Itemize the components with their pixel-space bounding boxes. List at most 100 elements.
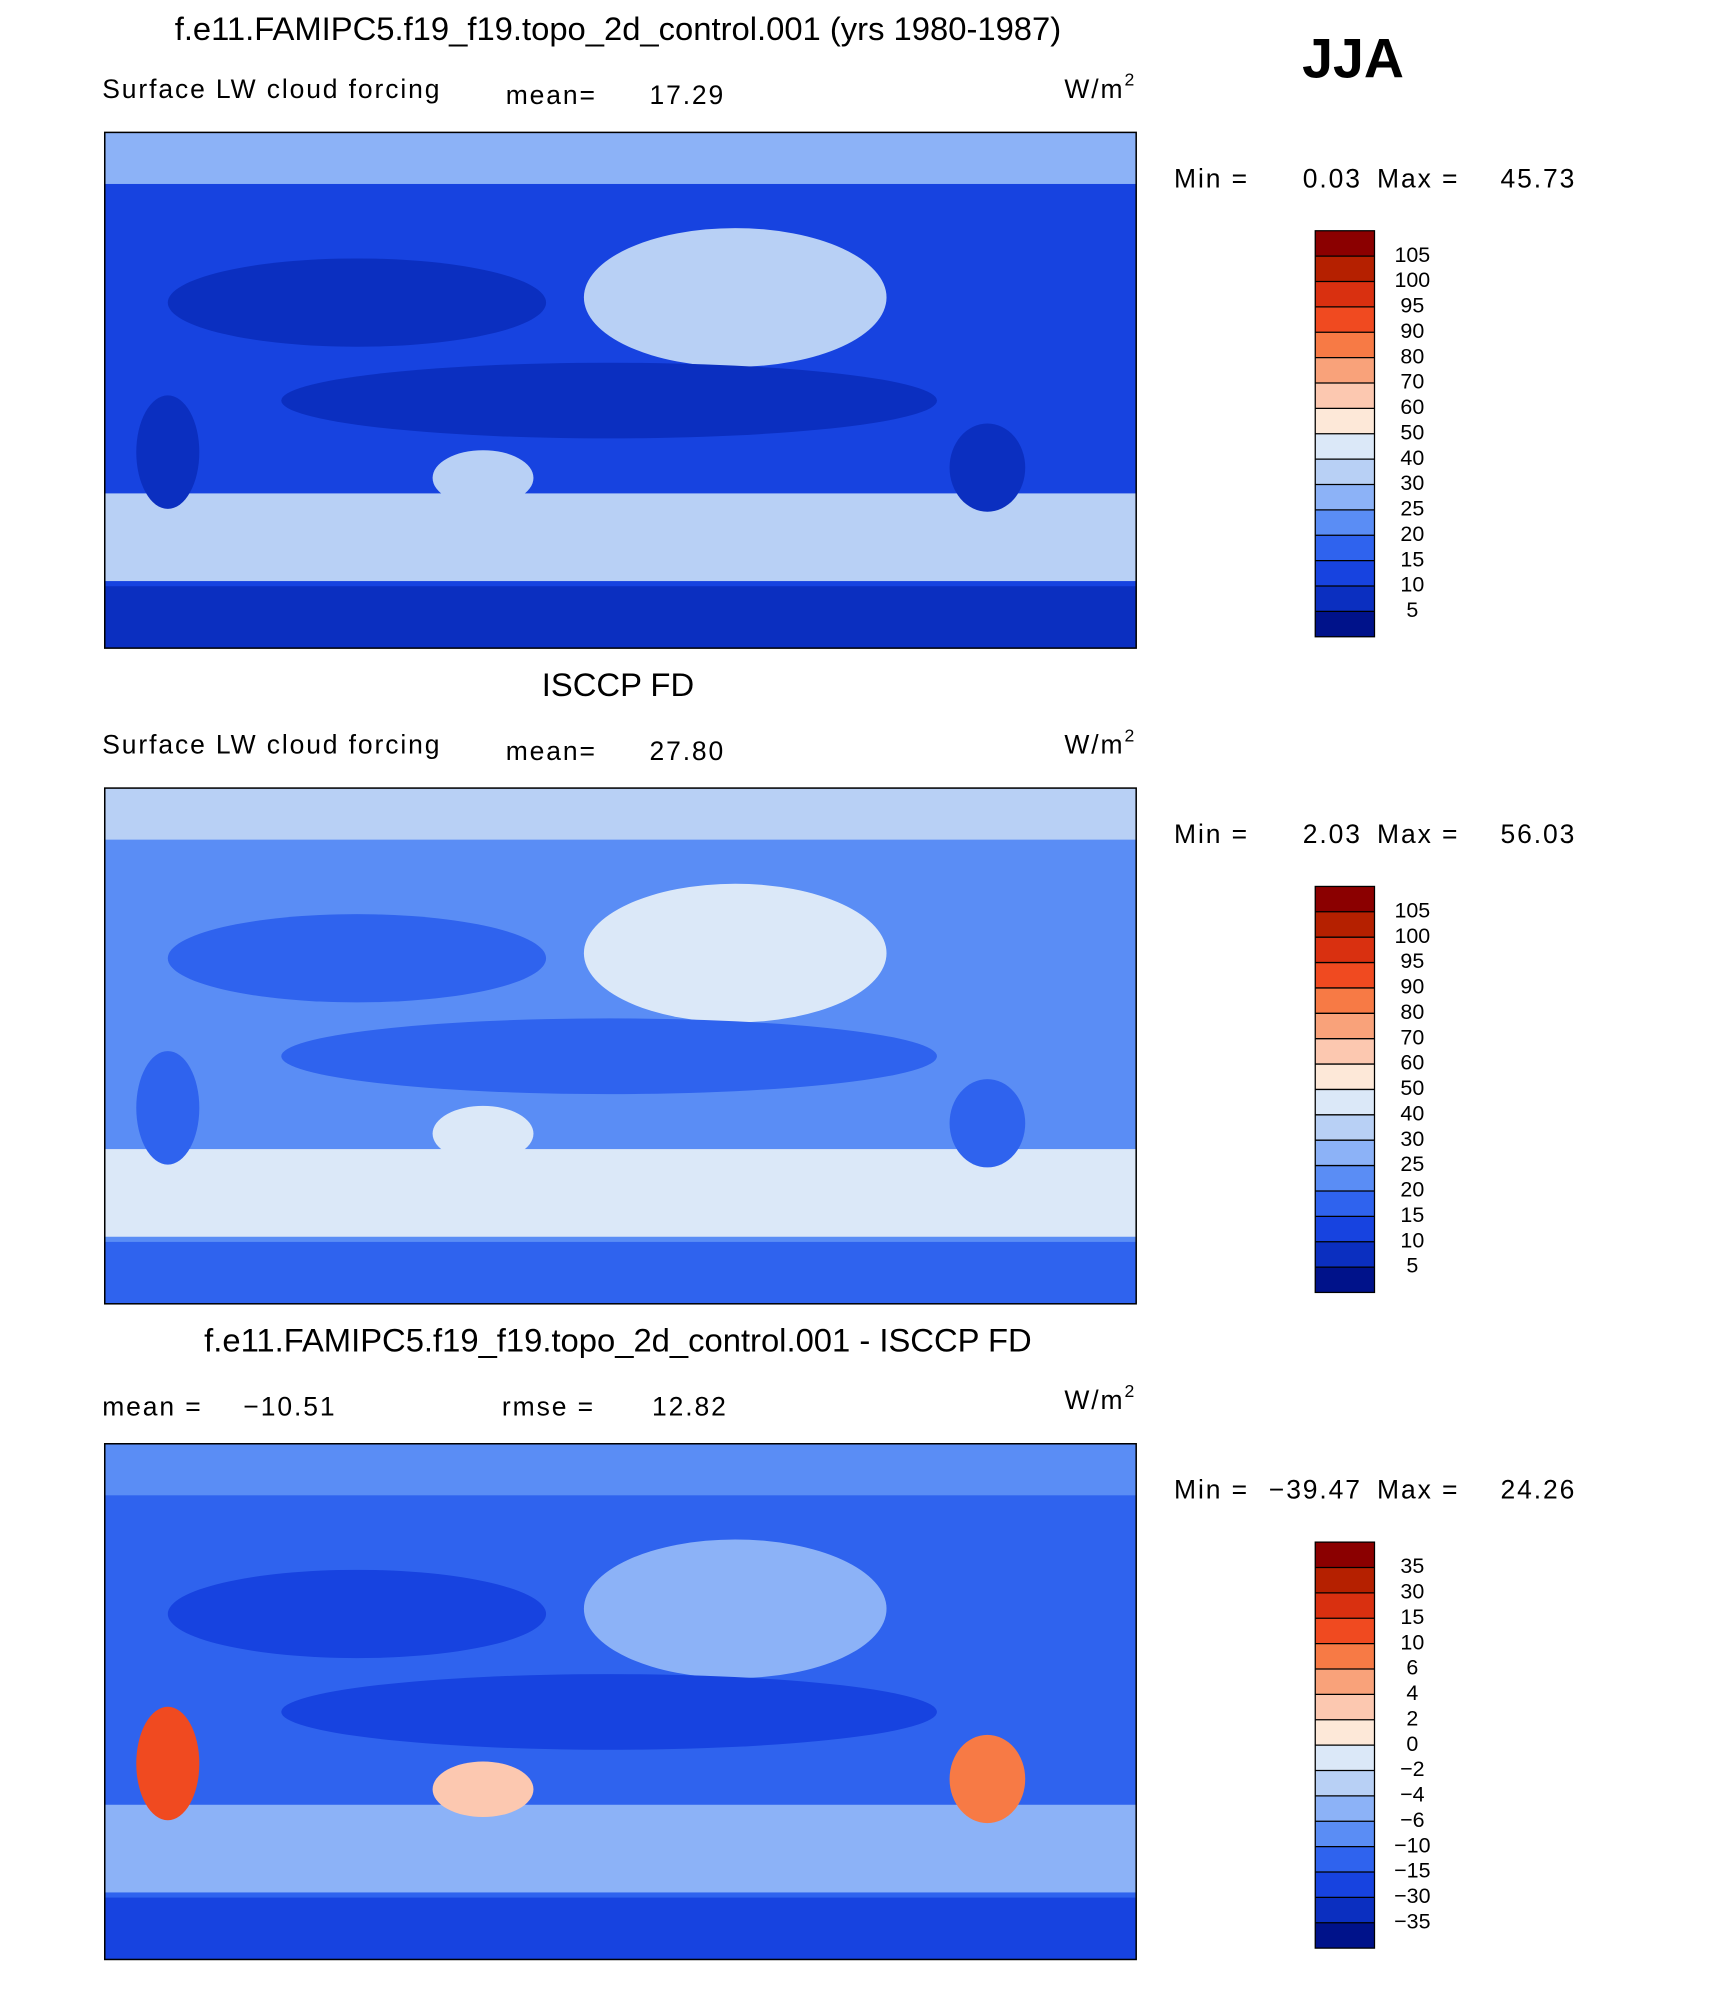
- colorbar-label: −6: [1400, 1808, 1424, 1832]
- map-frame: [103, 1443, 1137, 1961]
- colorbar-label: 35: [1400, 1554, 1424, 1578]
- map-region: [281, 1674, 937, 1750]
- colorbar-box: [1315, 1745, 1375, 1771]
- colorbar-label: 15: [1400, 547, 1424, 571]
- colorbar-box: [1315, 1140, 1375, 1166]
- colorbar-label: 100: [1394, 268, 1430, 292]
- map-frame: [103, 787, 1137, 1305]
- colorbar-box: [1315, 886, 1375, 912]
- panel-title: ISCCP FD: [542, 666, 694, 703]
- colorbar-label: 4: [1406, 1681, 1418, 1705]
- colorbar-label: 90: [1400, 975, 1424, 999]
- colorbar-box: [1315, 535, 1375, 561]
- colorbar-box: [1315, 1190, 1375, 1217]
- colorbar-label: 95: [1400, 294, 1424, 318]
- colorbar-label: −10: [1394, 1833, 1430, 1857]
- colorbar-label: 40: [1400, 446, 1424, 470]
- colorbar-label: 30: [1400, 471, 1424, 495]
- colorbar-label: 10: [1400, 1630, 1424, 1654]
- colorbar-box: [1315, 911, 1375, 938]
- rmse-label: rmse =: [502, 1391, 595, 1421]
- colorbar-label: 60: [1400, 395, 1424, 419]
- colorbar-label: 6: [1406, 1656, 1418, 1680]
- colorbar-box: [1315, 1216, 1375, 1242]
- colorbar-box: [1315, 1668, 1375, 1695]
- colorbar-label: 2: [1406, 1706, 1418, 1730]
- map-band: [104, 788, 1137, 840]
- map-band: [104, 1241, 1137, 1304]
- colorbar-label: 25: [1400, 1152, 1424, 1176]
- field-name: Surface LW cloud forcing: [102, 729, 441, 759]
- colorbar-label: 100: [1394, 924, 1430, 948]
- map-region: [167, 258, 547, 347]
- colorbar-box: [1315, 1897, 1375, 1923]
- colorbar-label: 40: [1400, 1101, 1424, 1125]
- colorbar-label: 5: [1406, 1254, 1418, 1278]
- map-band: [104, 1897, 1137, 1960]
- colorbar-label: −35: [1394, 1909, 1430, 1933]
- colorbar-box: [1315, 1038, 1375, 1065]
- colorbar-label: 30: [1400, 1127, 1424, 1151]
- colorbar-box: [1315, 1267, 1375, 1293]
- colorbar-box: [1315, 408, 1375, 434]
- colorbar-label: 10: [1400, 573, 1424, 597]
- map-region: [583, 883, 887, 1023]
- mean-label: mean=: [506, 80, 597, 110]
- colorbar-box: [1315, 1719, 1375, 1746]
- map-frame: [103, 131, 1137, 649]
- colorbar-box: [1315, 1542, 1375, 1568]
- colorbar-label: 105: [1394, 898, 1430, 922]
- colorbar-box: [1315, 987, 1375, 1014]
- colorbar-frame: [1314, 230, 1376, 638]
- colorbar-box: [1315, 1618, 1375, 1644]
- min-value: 2.03: [1303, 819, 1362, 849]
- colorbar-box: [1315, 332, 1375, 358]
- colorbar-label: 50: [1400, 1076, 1424, 1100]
- season-label: JJA: [1302, 28, 1404, 90]
- colorbar-label: −2: [1400, 1757, 1424, 1781]
- min-label: Min =: [1174, 1475, 1249, 1505]
- colorbar-box: [1315, 1013, 1375, 1039]
- mean-value: 27.80: [649, 736, 725, 766]
- map-region: [136, 1706, 200, 1821]
- max-value: 24.26: [1501, 1475, 1577, 1505]
- colorbar-box: [1315, 1165, 1375, 1191]
- colorbar-box: [1315, 1064, 1375, 1090]
- map-band: [104, 493, 1137, 582]
- max-value: 56.03: [1501, 819, 1577, 849]
- colorbar-label: 10: [1400, 1228, 1424, 1252]
- map-region: [432, 1105, 534, 1162]
- min-label: Min =: [1174, 163, 1249, 193]
- colorbar-box: [1315, 1922, 1375, 1949]
- colorbar-label: 5: [1406, 598, 1418, 622]
- map-region: [949, 423, 1026, 512]
- map-band: [104, 1804, 1137, 1893]
- mean-value: 17.29: [649, 80, 725, 110]
- colorbar-box: [1315, 1694, 1375, 1720]
- colorbar-label: 105: [1394, 243, 1430, 267]
- colorbar-box: [1315, 1795, 1375, 1822]
- min-value: 0.03: [1303, 163, 1362, 193]
- colorbar-box: [1315, 1592, 1375, 1619]
- mean-label: mean =: [102, 1391, 202, 1421]
- colorbar-box: [1315, 1643, 1375, 1669]
- colorbar-box: [1315, 230, 1375, 257]
- map-region: [281, 362, 937, 439]
- colorbar-box: [1315, 1872, 1375, 1898]
- colorbar-box: [1315, 306, 1375, 333]
- map-region: [432, 450, 534, 506]
- colorbar-box: [1315, 509, 1375, 536]
- colorbar-label: 20: [1400, 1178, 1424, 1202]
- colorbar-label: 30: [1400, 1580, 1424, 1604]
- max-label: Max =: [1377, 819, 1459, 849]
- colorbar-label: 15: [1400, 1203, 1424, 1227]
- colorbar-box: [1315, 560, 1375, 587]
- colorbar-label: 0: [1406, 1732, 1418, 1756]
- min-value: −39.47: [1269, 1475, 1362, 1505]
- colorbar-label: 70: [1400, 1025, 1424, 1049]
- colorbar-label: −4: [1400, 1783, 1425, 1807]
- colorbar-box: [1315, 1241, 1375, 1268]
- field-name: Surface LW cloud forcing: [102, 74, 441, 104]
- panel-title: f.e11.FAMIPC5.f19_f19.topo_2d_control.00…: [204, 1322, 1032, 1359]
